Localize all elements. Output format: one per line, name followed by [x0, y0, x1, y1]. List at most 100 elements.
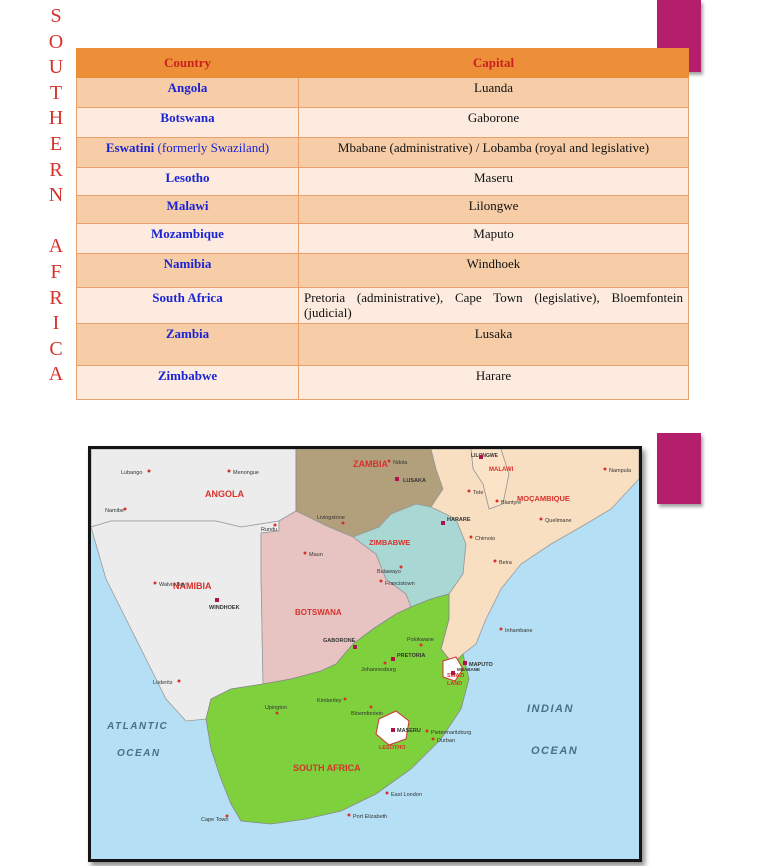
label-lesotho: LESOTHO: [379, 745, 406, 751]
table-header-row: Country Capital: [76, 48, 689, 78]
dot-menongue: [227, 469, 231, 473]
dot-luderitz: [177, 679, 181, 683]
city-pietermaritzburg: Pietermaritzburg: [431, 730, 471, 736]
country-cell: Angola: [76, 77, 299, 108]
table-row: Botswana Gaborone: [76, 107, 689, 138]
table-row: Angola Luanda: [76, 77, 689, 108]
city-namibe: Namibe: [105, 508, 124, 514]
dot-chimoio: [469, 535, 473, 539]
country-cell: Zimbabwe: [76, 365, 299, 400]
label-zambia: ZAMBIA: [353, 459, 388, 469]
table-row: Namibia Windhoek: [76, 253, 689, 288]
capital-cell: Harare: [298, 365, 689, 400]
label-mozambique: MOÇAMBIQUE: [517, 494, 570, 503]
dot-quelimane: [539, 517, 543, 521]
label-swazi: SWAZI: [447, 673, 465, 679]
title-letter: E: [49, 132, 63, 155]
dot-polokwane: [419, 643, 423, 647]
title-gap: [44, 209, 68, 235]
city-beira: Beira: [499, 560, 513, 566]
city-maun: Maun: [309, 552, 323, 558]
label-malawi: MALAWI: [489, 467, 514, 473]
dot-bulawayo: [399, 565, 403, 569]
city-francistown: Francistown: [385, 581, 415, 587]
table-row: South Africa Pretoria (administrative), …: [76, 287, 689, 324]
city-lusaka: LUSAKA: [403, 478, 426, 484]
title-letter: F: [50, 260, 62, 283]
capital-cell: Windhoek: [298, 253, 689, 288]
city-east-london: East London: [391, 792, 422, 798]
dot-durban: [431, 737, 435, 741]
city-menongue: Menongue: [233, 470, 259, 476]
city-mbabane: MBABANE: [457, 667, 480, 672]
marker-harare: [441, 521, 445, 525]
capital-cell: Pretoria (administrative), Cape Town (le…: [298, 287, 689, 324]
marker-mbabane: [451, 671, 455, 675]
ocean-labels: ATLANTIC OCEAN INDIAN OCEAN: [106, 703, 578, 759]
city-rundu: Rundu: [261, 527, 277, 533]
city-upington: Upington: [265, 705, 287, 711]
dot-port-elizabeth: [347, 813, 351, 817]
dot-nampula: [603, 467, 607, 471]
city-tete: Tete: [473, 490, 483, 496]
header-country: Country: [76, 48, 299, 78]
country-cell: South Africa: [76, 287, 299, 324]
city-livingstone: Livingstone: [317, 515, 345, 521]
city-kimberley: Kimberley: [317, 698, 342, 704]
dot-walvis: [153, 581, 157, 585]
country-cell: Zambia: [76, 323, 299, 366]
header-capital: Capital: [298, 48, 689, 78]
capital-cell: Luanda: [298, 77, 689, 108]
city-durban: Durban: [437, 738, 455, 744]
marker-lilongwe: [479, 455, 483, 459]
title-letter: U: [48, 56, 64, 79]
country-name: Eswatini: [105, 140, 155, 155]
city-lubango: Lubango: [121, 470, 142, 476]
mozambique-shape: [430, 449, 639, 665]
dot-maun: [303, 551, 307, 555]
dot-ndola: [387, 459, 391, 463]
title-letter: T: [49, 81, 63, 104]
title-letter: I: [52, 312, 60, 335]
title-letter: A: [48, 235, 64, 258]
table-row: Eswatini (formerly Swaziland) Mbabane (a…: [76, 137, 689, 168]
label-atlantic-ocean: OCEAN: [117, 748, 161, 759]
city-bulawayo: Bulawayo: [377, 569, 401, 575]
table-row: Zimbabwe Harare: [76, 365, 689, 400]
title-letter: N: [48, 184, 64, 207]
country-cell: Malawi: [76, 195, 299, 224]
title-letter: R: [49, 158, 63, 181]
country-cell: Namibia: [76, 253, 299, 288]
marker-maseru: [391, 728, 395, 732]
accent-bar-middle: [657, 433, 701, 504]
angola-shape: [91, 449, 297, 528]
vertical-title: S O U T H E R N A F R I C A: [44, 4, 68, 388]
capital-cell: Maseru: [298, 167, 689, 196]
table-row: Mozambique Maputo: [76, 223, 689, 254]
country-cell: Botswana: [76, 107, 299, 138]
city-gaborone: GABORONE: [323, 638, 356, 644]
city-port-elizabeth: Port Elizabeth: [353, 814, 387, 820]
capital-cell: Gaborone: [298, 107, 689, 138]
dot-bloemfontein: [369, 705, 373, 709]
marker-pretoria: [391, 657, 395, 661]
capitals-table: Country Capital Angola Luanda Botswana G…: [76, 48, 689, 400]
country-labels: ZAMBIA ANGOLA MALAWI MOÇAMBIQUE ZIMBABWE…: [173, 453, 570, 773]
country-cell: Mozambique: [76, 223, 299, 254]
title-letter: A: [48, 363, 64, 386]
city-luderitz: Lüderitz: [153, 680, 173, 686]
city-bloemfontein: Bloemfontein: [351, 711, 383, 717]
city-cape-town: Cape Town: [201, 817, 228, 823]
dot-inhambane: [499, 627, 503, 631]
label-indian-ocean: OCEAN: [531, 745, 578, 757]
label-angola: ANGOLA: [205, 489, 244, 499]
dot-lubango: [147, 469, 151, 473]
dot-johannesburg: [383, 661, 387, 665]
marker-maputo: [463, 661, 467, 665]
dot-pietermaritzburg: [425, 729, 429, 733]
dot-cape-town: [225, 814, 229, 818]
title-letter: C: [49, 337, 63, 360]
dot-kimberley: [343, 697, 347, 701]
label-indian: INDIAN: [527, 703, 574, 715]
dot-namibe: [123, 507, 127, 511]
